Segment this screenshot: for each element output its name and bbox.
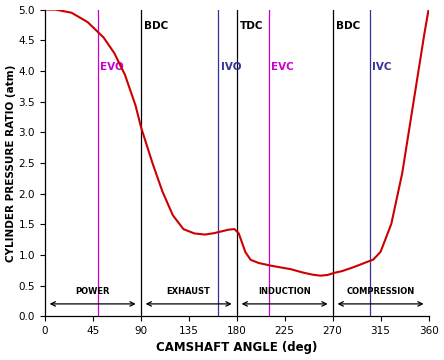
Text: IVC: IVC [372,62,392,72]
Text: COMPRESSION: COMPRESSION [346,287,415,296]
Text: TDC: TDC [240,21,263,31]
Text: BDC: BDC [144,21,168,31]
Text: EVO: EVO [100,62,124,72]
Text: EXHAUST: EXHAUST [166,287,210,296]
Text: IVO: IVO [221,62,241,72]
X-axis label: CAMSHAFT ANGLE (deg): CAMSHAFT ANGLE (deg) [156,341,317,355]
Text: BDC: BDC [336,21,360,31]
Y-axis label: CYLINDER PRESSURE RATIO (atm): CYLINDER PRESSURE RATIO (atm) [6,64,16,262]
Text: POWER: POWER [75,287,110,296]
Text: INDUCTION: INDUCTION [258,287,311,296]
Text: EVC: EVC [271,62,293,72]
